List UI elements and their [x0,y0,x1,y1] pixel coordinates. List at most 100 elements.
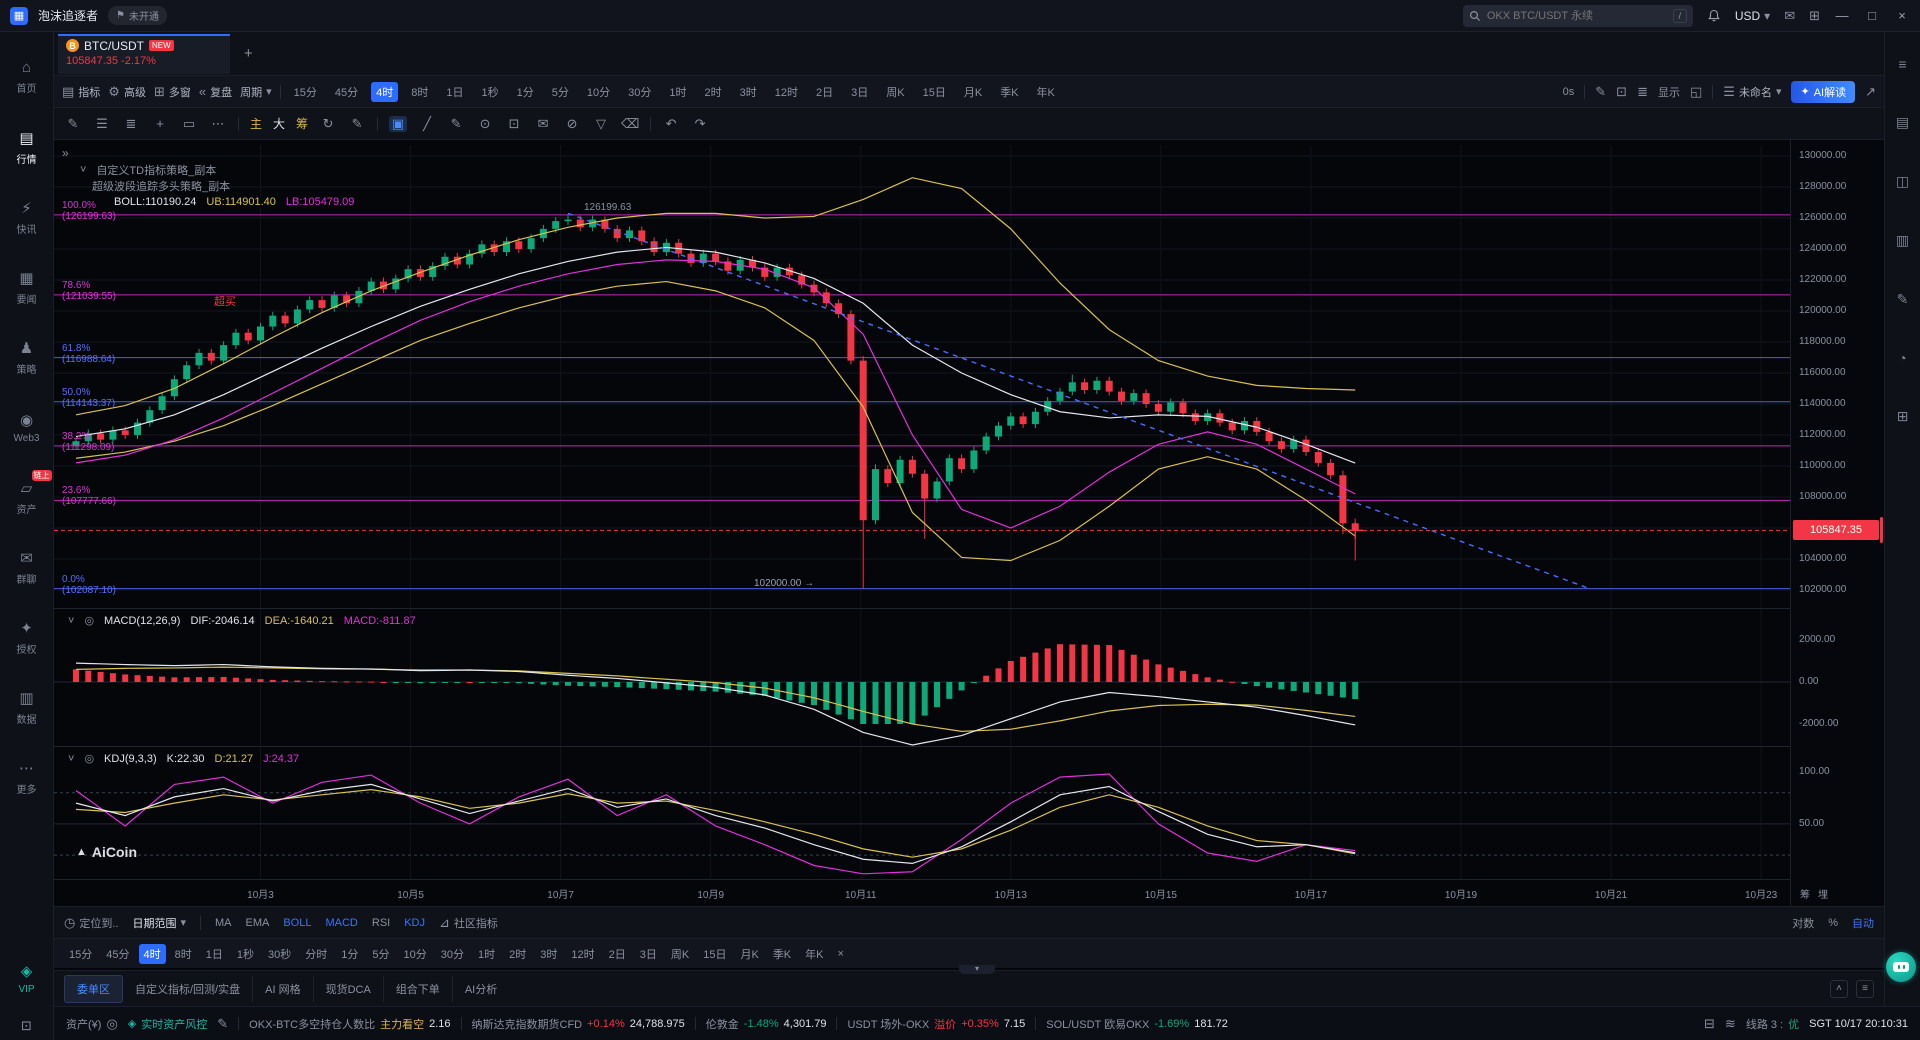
asset-toggle[interactable]: 资产(¥)◎ [66,1016,118,1032]
note-tool-icon[interactable]: ✉ [534,116,552,132]
indicator-kdj[interactable]: KDJ [404,917,425,929]
tf-1s[interactable]: 1秒 [477,82,504,102]
layout-grid-icon[interactable]: ⊞ [1809,9,1820,22]
multi-window-menu[interactable]: ⊞多窗 [154,84,191,100]
tf-2d[interactable]: 2日 [811,82,838,102]
btf-2h[interactable]: 2时 [504,944,531,964]
sidebar-item-data[interactable]: ▥数据 [0,672,54,742]
sidebar-item-home[interactable]: ⌂首页 [0,42,54,112]
boll-values-row[interactable]: BOLL:110190.24 UB:114901.40 LB:105479.09 [114,196,360,208]
chip-axis-button[interactable]: 筹 [1800,886,1810,901]
hide-drawings-icon[interactable]: ⊘ [563,116,581,132]
btf-15d[interactable]: 15日 [698,944,731,964]
depth-panel-icon[interactable]: ▥ [1896,232,1909,249]
panel-divider[interactable] [54,608,1790,609]
share-icon[interactable]: ↗ [1865,85,1876,98]
sidebar-item-news[interactable]: ⚡快讯 [0,182,54,252]
ticker-london-gold[interactable]: 伦敦金 -1.48% 4,301.79 [706,1016,827,1032]
pencil-tool-icon[interactable]: ✎ [64,116,82,132]
plan-tag[interactable]: ⚑ 未开通 [108,6,167,25]
indicator-macd[interactable]: MACD [325,917,357,929]
ai-analysis-button[interactable]: ✦ AI解读 [1791,81,1855,103]
btf-30m[interactable]: 30分 [436,944,469,964]
sidebar-item-authorize[interactable]: ✦授权 [0,602,54,672]
percent-scale-toggle[interactable]: % [1828,917,1838,929]
indicator-rsi[interactable]: RSI [372,917,390,929]
overlay-expander-icon[interactable]: » [62,146,69,160]
btf-1w[interactable]: 周K [666,944,694,964]
btf-timeshare[interactable]: 分时 [300,944,332,964]
tab-btc-usdt[interactable]: B BTC/USDT NEW 105847.35 -2.17% [58,34,230,74]
kline-panel-icon[interactable]: ◫ [1896,173,1909,190]
kdj-values-row[interactable]: ˅ ◎ KDJ(9,3,3) K:22.30 D:21.27 J:24.37 [68,752,299,765]
line-quality[interactable]: 线路 3 :优 [1746,1016,1799,1032]
tf-3d[interactable]: 3日 [846,82,873,102]
btf-4h[interactable]: 4时 [139,944,166,964]
date-range-select[interactable]: 日期范围▾ [132,915,186,931]
btf-1s[interactable]: 1秒 [232,944,259,964]
more-drawings-icon[interactable]: ⋯ [209,116,227,132]
btf-30s[interactable]: 30秒 [263,944,296,964]
community-indicators[interactable]: ⊿社区指标 [439,915,498,931]
macd-values-row[interactable]: ˅ ◎ MACD(12,26,9) DIF:-2046.14 DEA:-1640… [68,614,416,627]
btf-1h[interactable]: 1时 [473,944,500,964]
btf-10m[interactable]: 10分 [399,944,432,964]
fullscreen-icon[interactable]: ◱ [1690,85,1702,98]
period-menu[interactable]: 周期▾ [240,84,272,100]
btf-45m[interactable]: 45分 [101,944,134,964]
add-tab-button[interactable]: + [244,45,253,62]
tf-4h[interactable]: 4时 [371,82,398,102]
currency-select[interactable]: USD ▾ [1735,9,1770,23]
template-tool-icon[interactable]: ≣ [122,116,140,132]
tf-2h[interactable]: 2时 [700,82,727,102]
sidebar-item-market[interactable]: ▤行情 [0,112,54,182]
btf-1q[interactable]: 季K [768,944,796,964]
layout-select[interactable]: ☰ 未命名 ▾ [1723,84,1781,100]
tf-1m[interactable]: 1分 [512,82,539,102]
collapse-panel-icon[interactable]: ˄ [1830,980,1848,998]
btf-5m[interactable]: 5分 [367,944,394,964]
sidebar-item-assets[interactable]: 链上▱资产 [0,462,54,532]
sidebar-item-vip[interactable]: ◈VIP [0,943,54,1013]
tab-order-zone[interactable]: 委单区 [64,975,123,1003]
tab-ai-analysis[interactable]: AI分析 [453,976,509,1002]
tf-1mo[interactable]: 月K [959,82,987,102]
box-select-tool-icon[interactable]: ▣ [389,116,407,132]
global-search[interactable]: / [1463,5,1693,27]
ticker-sol-usdt[interactable]: SOL/USDT 欧易OKX -1.69% 181.72 [1046,1016,1228,1032]
filter-tool-icon[interactable]: ▽ [592,116,610,132]
ticker-nasdaq-futures[interactable]: 纳斯达克指数期货CFD +0.14% 24,788.975 [472,1016,685,1032]
btf-8h[interactable]: 8时 [170,944,197,964]
sidebar-item-more[interactable]: ⋯更多 [0,742,54,812]
tab-spot-dca[interactable]: 现货DCA [314,976,384,1002]
btf-2d[interactable]: 2日 [604,944,631,964]
tf-15m[interactable]: 15分 [289,82,322,102]
close-timeframe-bar[interactable]: × [833,946,849,962]
indicators-menu[interactable]: ▤指标 [62,84,100,100]
minimize-button[interactable]: — [1834,8,1850,23]
log-scale-toggle[interactable]: 对数 [1792,915,1814,931]
time-axis[interactable]: 10月310月510月710月910月1110月1310月1510月1710月1… [54,882,1790,904]
profile-axis-button[interactable]: 埋 [1818,886,1828,901]
screenshot-icon[interactable]: ⊡ [1616,85,1627,98]
sidebar-item-web3[interactable]: ◉Web3 [0,392,54,462]
chart-region[interactable]: 100.0%(126199.63)78.6%(121039.55)61.8%(1… [54,140,1884,906]
tf-1y[interactable]: 年K [1032,82,1060,102]
btf-15m[interactable]: 15分 [64,944,97,964]
indicator-ma[interactable]: MA [215,917,232,929]
chip-distribution-toggle[interactable]: 筹 [296,115,308,132]
btf-12h[interactable]: 12时 [566,944,599,964]
tab-ai-grid[interactable]: AI 网格 [253,976,313,1002]
quick-draw-icon[interactable]: ✎ [348,116,366,132]
btf-3h[interactable]: 3时 [535,944,562,964]
watchlist-icon[interactable]: ▤ [1896,114,1909,131]
notes-panel-icon[interactable]: ✎ [1897,291,1909,308]
point-marker-tool-icon[interactable]: ⊙ [476,116,494,132]
undo-icon[interactable]: ↶ [662,116,680,132]
sidebar-item-groupchat[interactable]: ✉群聊 [0,532,54,602]
panel-divider[interactable] [54,746,1790,747]
object-list-icon[interactable]: ≣ [1637,85,1648,98]
panel-menu-icon[interactable]: ≡ [1856,980,1874,998]
panel-list-icon[interactable]: ≡ [1898,56,1906,72]
search-input[interactable] [1487,10,1667,22]
